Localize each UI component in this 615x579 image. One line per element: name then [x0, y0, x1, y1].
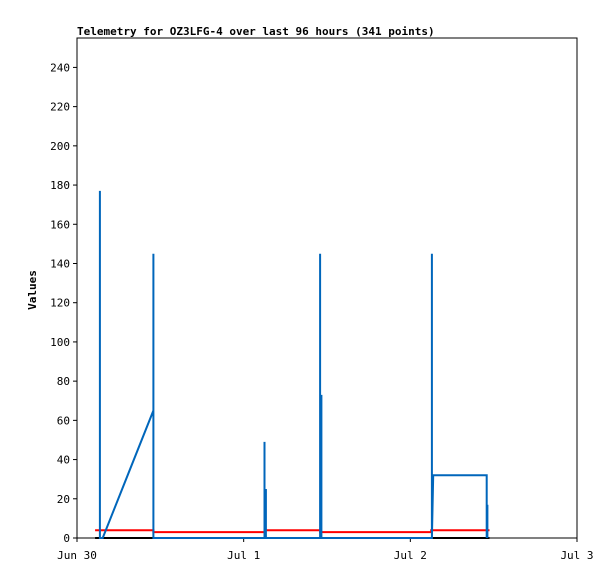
y-tick-label: 80	[57, 375, 70, 388]
y-tick-label: 240	[50, 61, 70, 74]
x-tick-label: Jun 30	[57, 549, 97, 562]
y-tick-label: 160	[50, 218, 70, 231]
y-tick-label: 220	[50, 101, 70, 114]
y-tick-label: 100	[50, 336, 70, 349]
chart-title: Telemetry for OZ3LFG-4 over last 96 hour…	[77, 25, 435, 38]
x-tick-label: Jul 1	[227, 549, 260, 562]
y-tick-label: 200	[50, 140, 70, 153]
y-tick-label: 140	[50, 257, 70, 270]
y-tick-label: 20	[57, 493, 70, 506]
y-tick-label: 0	[63, 532, 70, 545]
y-axis-label: Values	[26, 270, 39, 310]
x-tick-label: Jul 3	[560, 549, 593, 562]
y-tick-label: 120	[50, 297, 70, 310]
series-layer	[95, 190, 490, 539]
x-tick-label: Jul 2	[394, 549, 427, 562]
y-tick-label: 180	[50, 179, 70, 192]
x-axis: Jun 30 Jul 1 Jul 2 Jul 3	[57, 538, 594, 562]
y-tick-label: 60	[57, 414, 70, 427]
y-axis: 0 20 40 60 80 100 120 140 160 180 200 220 240	[50, 61, 77, 545]
y-tick-label: 40	[57, 454, 70, 467]
plot-area	[76, 37, 578, 539]
series-line-3	[98, 190, 489, 539]
